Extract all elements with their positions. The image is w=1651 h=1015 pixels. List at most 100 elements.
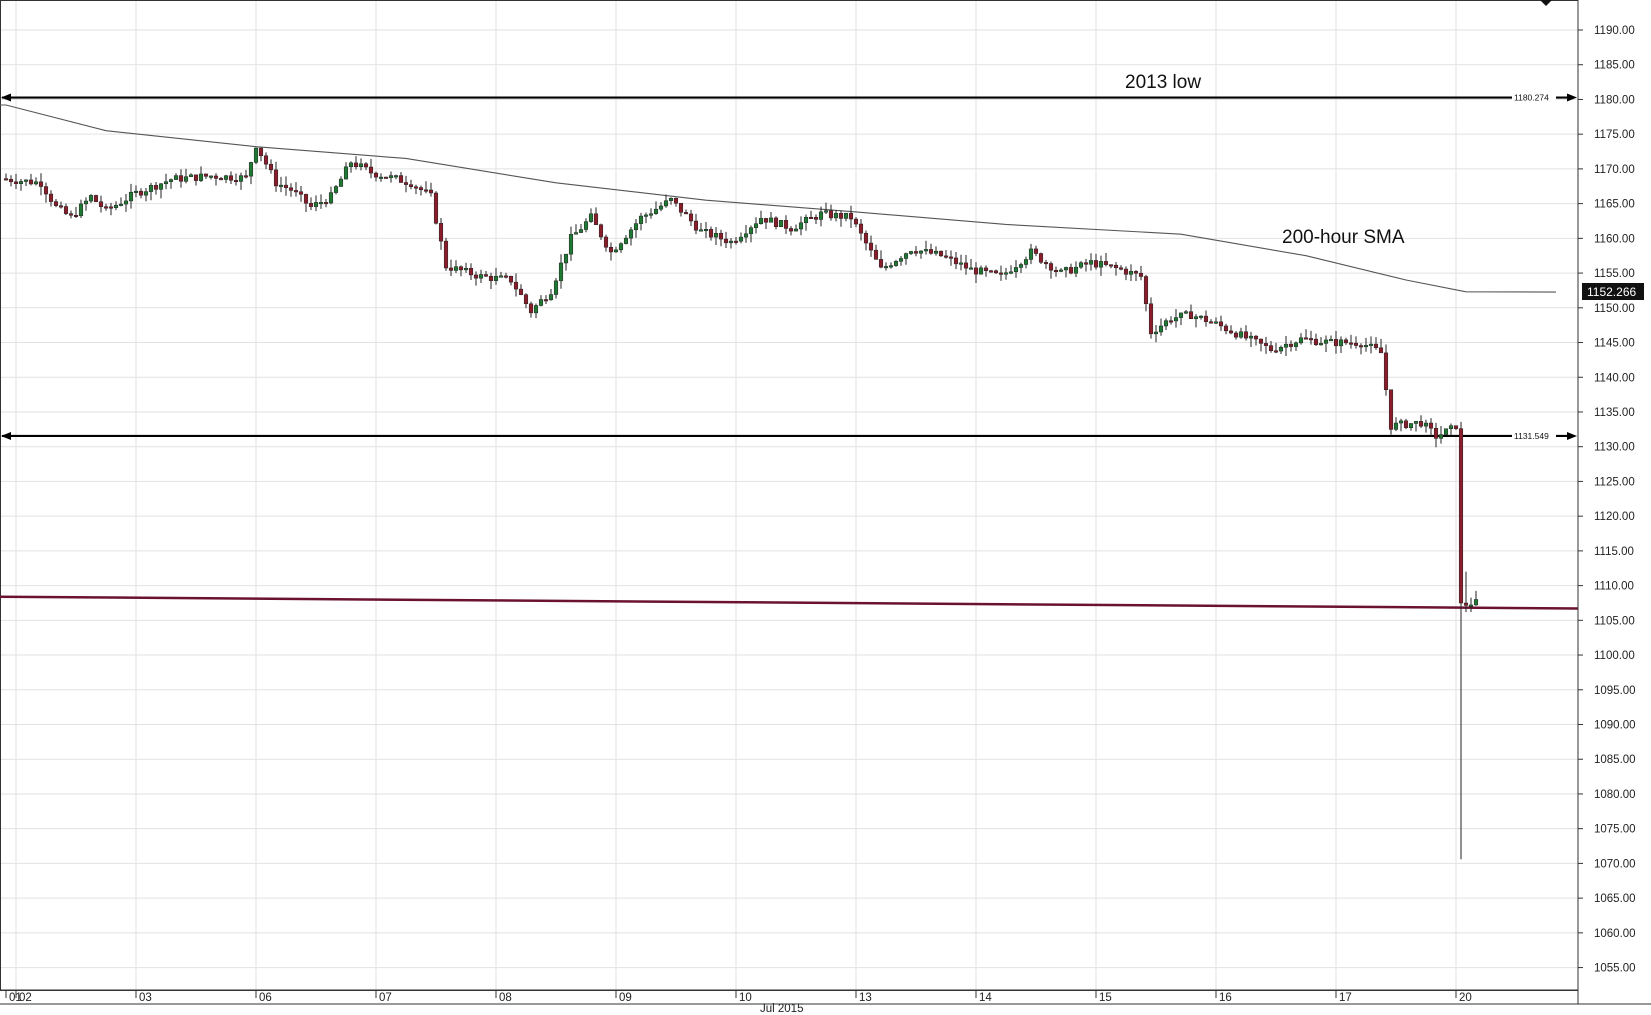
candle-body [203, 173, 209, 177]
candle-body [1193, 316, 1199, 320]
candle-body [253, 147, 259, 163]
candle-body [1318, 343, 1324, 346]
x-tick-label: 08 [499, 992, 512, 1004]
candle-body [1433, 427, 1439, 439]
candle-body [1308, 338, 1314, 341]
x-tick-label: 06 [259, 992, 272, 1004]
x-tick-label: 02 [19, 992, 32, 1004]
x-tick-label: 01 [9, 992, 22, 1004]
candle-body [1188, 311, 1194, 320]
candle-body [378, 176, 384, 179]
candle-body [913, 251, 919, 254]
candle-body [543, 299, 549, 302]
candle-body [118, 203, 124, 206]
candle-body [1033, 248, 1039, 254]
candle-body [33, 181, 39, 185]
candle-body [1053, 270, 1059, 273]
candle-body [1398, 420, 1404, 424]
candle-body [1088, 260, 1094, 265]
candle-body [1363, 345, 1369, 348]
candle-body [18, 181, 24, 184]
candle-body [1243, 331, 1249, 339]
candle-body [293, 190, 299, 193]
candle-body [868, 242, 874, 251]
candle-body [423, 189, 429, 192]
candle-body [833, 213, 839, 219]
candle-body [1343, 339, 1349, 344]
candle-body [1358, 345, 1364, 348]
candle-body [528, 303, 534, 314]
x-tick-label: 13 [859, 992, 872, 1004]
candle-body [138, 190, 144, 196]
candle-body [1283, 343, 1289, 348]
candle-body [1013, 267, 1019, 273]
period-label: Jul 2015 [760, 1003, 803, 1015]
candle-body [363, 163, 369, 168]
candle-body [1268, 345, 1274, 351]
candle-body [618, 243, 624, 251]
y-tick-label: 1080.00 [1594, 789, 1636, 801]
candle-body [578, 229, 584, 233]
candle-body [283, 184, 289, 189]
levels-layer: 1180.274 1131.549 [1, 91, 1577, 442]
candle-body [948, 256, 954, 259]
candle-body [848, 212, 854, 220]
y-tick-label: 1110.00 [1594, 581, 1634, 593]
y-tick-label: 1120.00 [1594, 511, 1635, 523]
candle-body [1458, 428, 1464, 604]
candle-body [963, 262, 969, 269]
candle-body [1158, 325, 1164, 333]
candle-body [468, 267, 474, 276]
y-tick-label: 1060.00 [1594, 928, 1636, 940]
candle-body [873, 249, 879, 260]
candle-body [1023, 259, 1029, 265]
candle-body [1198, 315, 1204, 318]
candle-body [1423, 422, 1429, 427]
candle-body [1338, 339, 1344, 347]
annotation-sma: 200-hour SMA [1282, 227, 1405, 248]
candle-body [1348, 342, 1354, 345]
candle-body [733, 240, 739, 243]
candle-body [658, 205, 664, 210]
candle-body [1218, 321, 1224, 327]
candle-body [1388, 389, 1394, 430]
candle-body [13, 181, 19, 184]
y-tick-label: 1090.00 [1594, 720, 1636, 732]
candle-body [503, 275, 509, 278]
candle-body [463, 267, 469, 271]
level-arrow-left-icon [1, 93, 11, 102]
y-tick-label: 1055.00 [1594, 963, 1636, 975]
candle-body [1233, 332, 1239, 338]
candle-body [418, 187, 424, 191]
candle-body [453, 266, 459, 271]
candle-body [1103, 261, 1109, 265]
candle-body [1143, 276, 1149, 305]
x-tick-label: 07 [379, 992, 392, 1004]
candle-body [63, 206, 69, 214]
level-arrow-right-icon [1567, 93, 1577, 102]
candle-body [663, 200, 669, 207]
candle-body [353, 162, 359, 168]
candle-body [1378, 347, 1384, 354]
candle-body [968, 267, 974, 270]
candle-body [1118, 267, 1124, 270]
candle-body [788, 228, 794, 232]
candle-body [958, 262, 964, 265]
candle-body [533, 305, 539, 314]
y-tick-label: 1160.00 [1594, 233, 1635, 245]
candle-body [1208, 321, 1214, 324]
candle-body [1078, 262, 1084, 268]
candle-body [1463, 602, 1469, 606]
candle-body [798, 222, 804, 230]
candle-body [1393, 422, 1399, 430]
candle-body [603, 236, 609, 248]
candle-body [683, 212, 689, 215]
candle-body [238, 175, 244, 182]
candle-body [1058, 269, 1064, 272]
candle-body [233, 180, 239, 183]
candle-body [1008, 271, 1014, 274]
candle-body [828, 210, 834, 219]
candle-body [1163, 320, 1169, 327]
candle-body [588, 213, 594, 222]
level-arrow-right-icon [1567, 431, 1577, 440]
